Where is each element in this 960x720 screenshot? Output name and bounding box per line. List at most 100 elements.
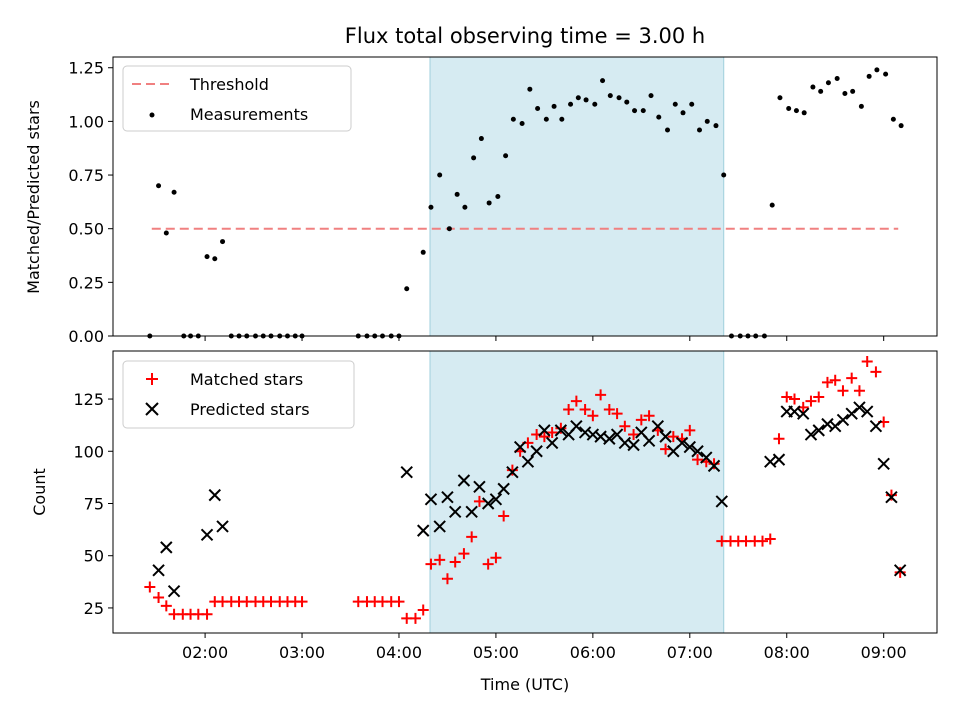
- y-tick-label: 75: [84, 494, 104, 513]
- measurement-point: [866, 73, 872, 79]
- measurement-point: [519, 121, 525, 127]
- measurement-point: [600, 78, 606, 84]
- matched-star-point: [417, 604, 429, 616]
- matched-star-point: [466, 531, 478, 543]
- y-tick-label: 0.50: [68, 220, 104, 239]
- measurement-point: [428, 204, 434, 210]
- measurement-point: [495, 194, 501, 199]
- predicted-star-point: [707, 459, 721, 473]
- predicted-star-point: [473, 480, 486, 493]
- measurement-point: [616, 95, 622, 101]
- predicted-star-point: [513, 440, 527, 454]
- predicted-star-point: [683, 440, 697, 454]
- measurement-point: [551, 103, 557, 109]
- matched-star-point: [660, 443, 672, 455]
- matched-star-point: [555, 422, 567, 434]
- measurement-point: [769, 202, 775, 208]
- predicted-star-point: [804, 428, 818, 441]
- predicted-star-point: [651, 419, 665, 433]
- matched-star-point: [570, 395, 582, 407]
- y-tick-label: 100: [73, 442, 104, 461]
- matched-star-point: [441, 573, 453, 585]
- x-tick-label: 08:00: [764, 643, 810, 662]
- count-panel-frame: [112, 350, 938, 634]
- y-tick-label: 0.25: [68, 273, 104, 292]
- matched-star-point: [870, 366, 882, 378]
- matched-star-point: [894, 566, 906, 578]
- measurement-point: [825, 80, 831, 86]
- measurement-point: [818, 88, 824, 94]
- matched-star-point: [764, 533, 776, 545]
- matched-star-point: [708, 458, 720, 470]
- predicted-star-point: [675, 436, 689, 450]
- measurement-point: [680, 110, 686, 116]
- measurement-point: [883, 71, 889, 77]
- predicted-star-point: [659, 430, 672, 443]
- predicted-star-point: [554, 424, 568, 437]
- matched-star-point: [449, 556, 461, 568]
- predicted-star-point: [586, 428, 600, 441]
- predicted-star-point: [200, 528, 214, 542]
- predicted-star-point: [489, 493, 503, 506]
- chart-title: Flux total observing time = 3.00 h: [345, 24, 705, 48]
- matched-star-point: [434, 554, 446, 566]
- predicted-star-point: [506, 465, 519, 479]
- measurement-point: [163, 230, 169, 236]
- y-tick-label: 1.00: [68, 112, 104, 131]
- predicted-star-point: [603, 432, 616, 445]
- matched-star-point: [201, 608, 213, 620]
- matched-star-point: [490, 552, 502, 564]
- predicted-star-point: [208, 488, 221, 502]
- measurement-point: [575, 95, 581, 101]
- matched-star-point: [805, 395, 817, 407]
- measurement-point: [793, 108, 799, 114]
- measurement-point: [786, 106, 792, 112]
- matched-star-point: [788, 393, 800, 405]
- predicted-star-point: [530, 445, 543, 458]
- x-tick-label: 04:00: [376, 643, 422, 662]
- measurement-point: [503, 153, 509, 159]
- matched-star-point: [821, 376, 833, 388]
- count-panel: 25 50 75 100 125 02:00 03:00 04:00 05:00 06:00 07…: [30, 350, 938, 694]
- legend-predicted-label: Predicted stars: [190, 400, 310, 419]
- measurement-point: [486, 200, 492, 206]
- matched-star-point: [425, 558, 437, 570]
- y-tick-label: 50: [84, 547, 104, 566]
- measurement-point: [559, 116, 565, 122]
- legend-measurements-swatch: [149, 112, 155, 118]
- x-tick-label: 06:00: [570, 643, 616, 662]
- predicted-star-point: [545, 436, 559, 450]
- predicted-star-point: [481, 497, 495, 510]
- matched-star-point: [482, 558, 494, 570]
- predicted-star-point: [160, 541, 173, 554]
- measurement-point: [721, 172, 727, 178]
- predicted-star-point: [417, 524, 430, 537]
- predicted-star-point: [497, 482, 510, 496]
- matched-star-point: [635, 414, 647, 426]
- measurement-point: [592, 101, 598, 107]
- matched-star-point: [813, 391, 825, 403]
- x-tick-label: 07:00: [667, 643, 713, 662]
- matched-star-point: [587, 410, 599, 422]
- measurement-point: [478, 136, 484, 142]
- predicted-star-point: [715, 495, 728, 508]
- measurement-point: [171, 189, 177, 195]
- matched-star-point: [781, 391, 793, 403]
- predicted-star-point: [772, 453, 786, 466]
- predicted-star-point: [152, 564, 165, 577]
- y-tick-label: 0.75: [68, 166, 104, 185]
- predicted-star-point: [691, 445, 704, 458]
- measurement-point: [665, 127, 671, 133]
- measurement-point: [607, 93, 613, 99]
- measurement-point: [420, 249, 426, 255]
- predicted-star-point: [433, 520, 446, 533]
- measurement-point: [212, 256, 218, 262]
- predicted-star-point: [893, 564, 907, 577]
- matched-star-point: [538, 431, 550, 443]
- predicted-star-point: [167, 585, 181, 598]
- predicted-star-point: [853, 401, 866, 414]
- predicted-star-point: [812, 424, 825, 437]
- predicted-star-point: [885, 491, 898, 504]
- matched-star-point: [393, 596, 405, 608]
- measurement-point: [156, 183, 162, 189]
